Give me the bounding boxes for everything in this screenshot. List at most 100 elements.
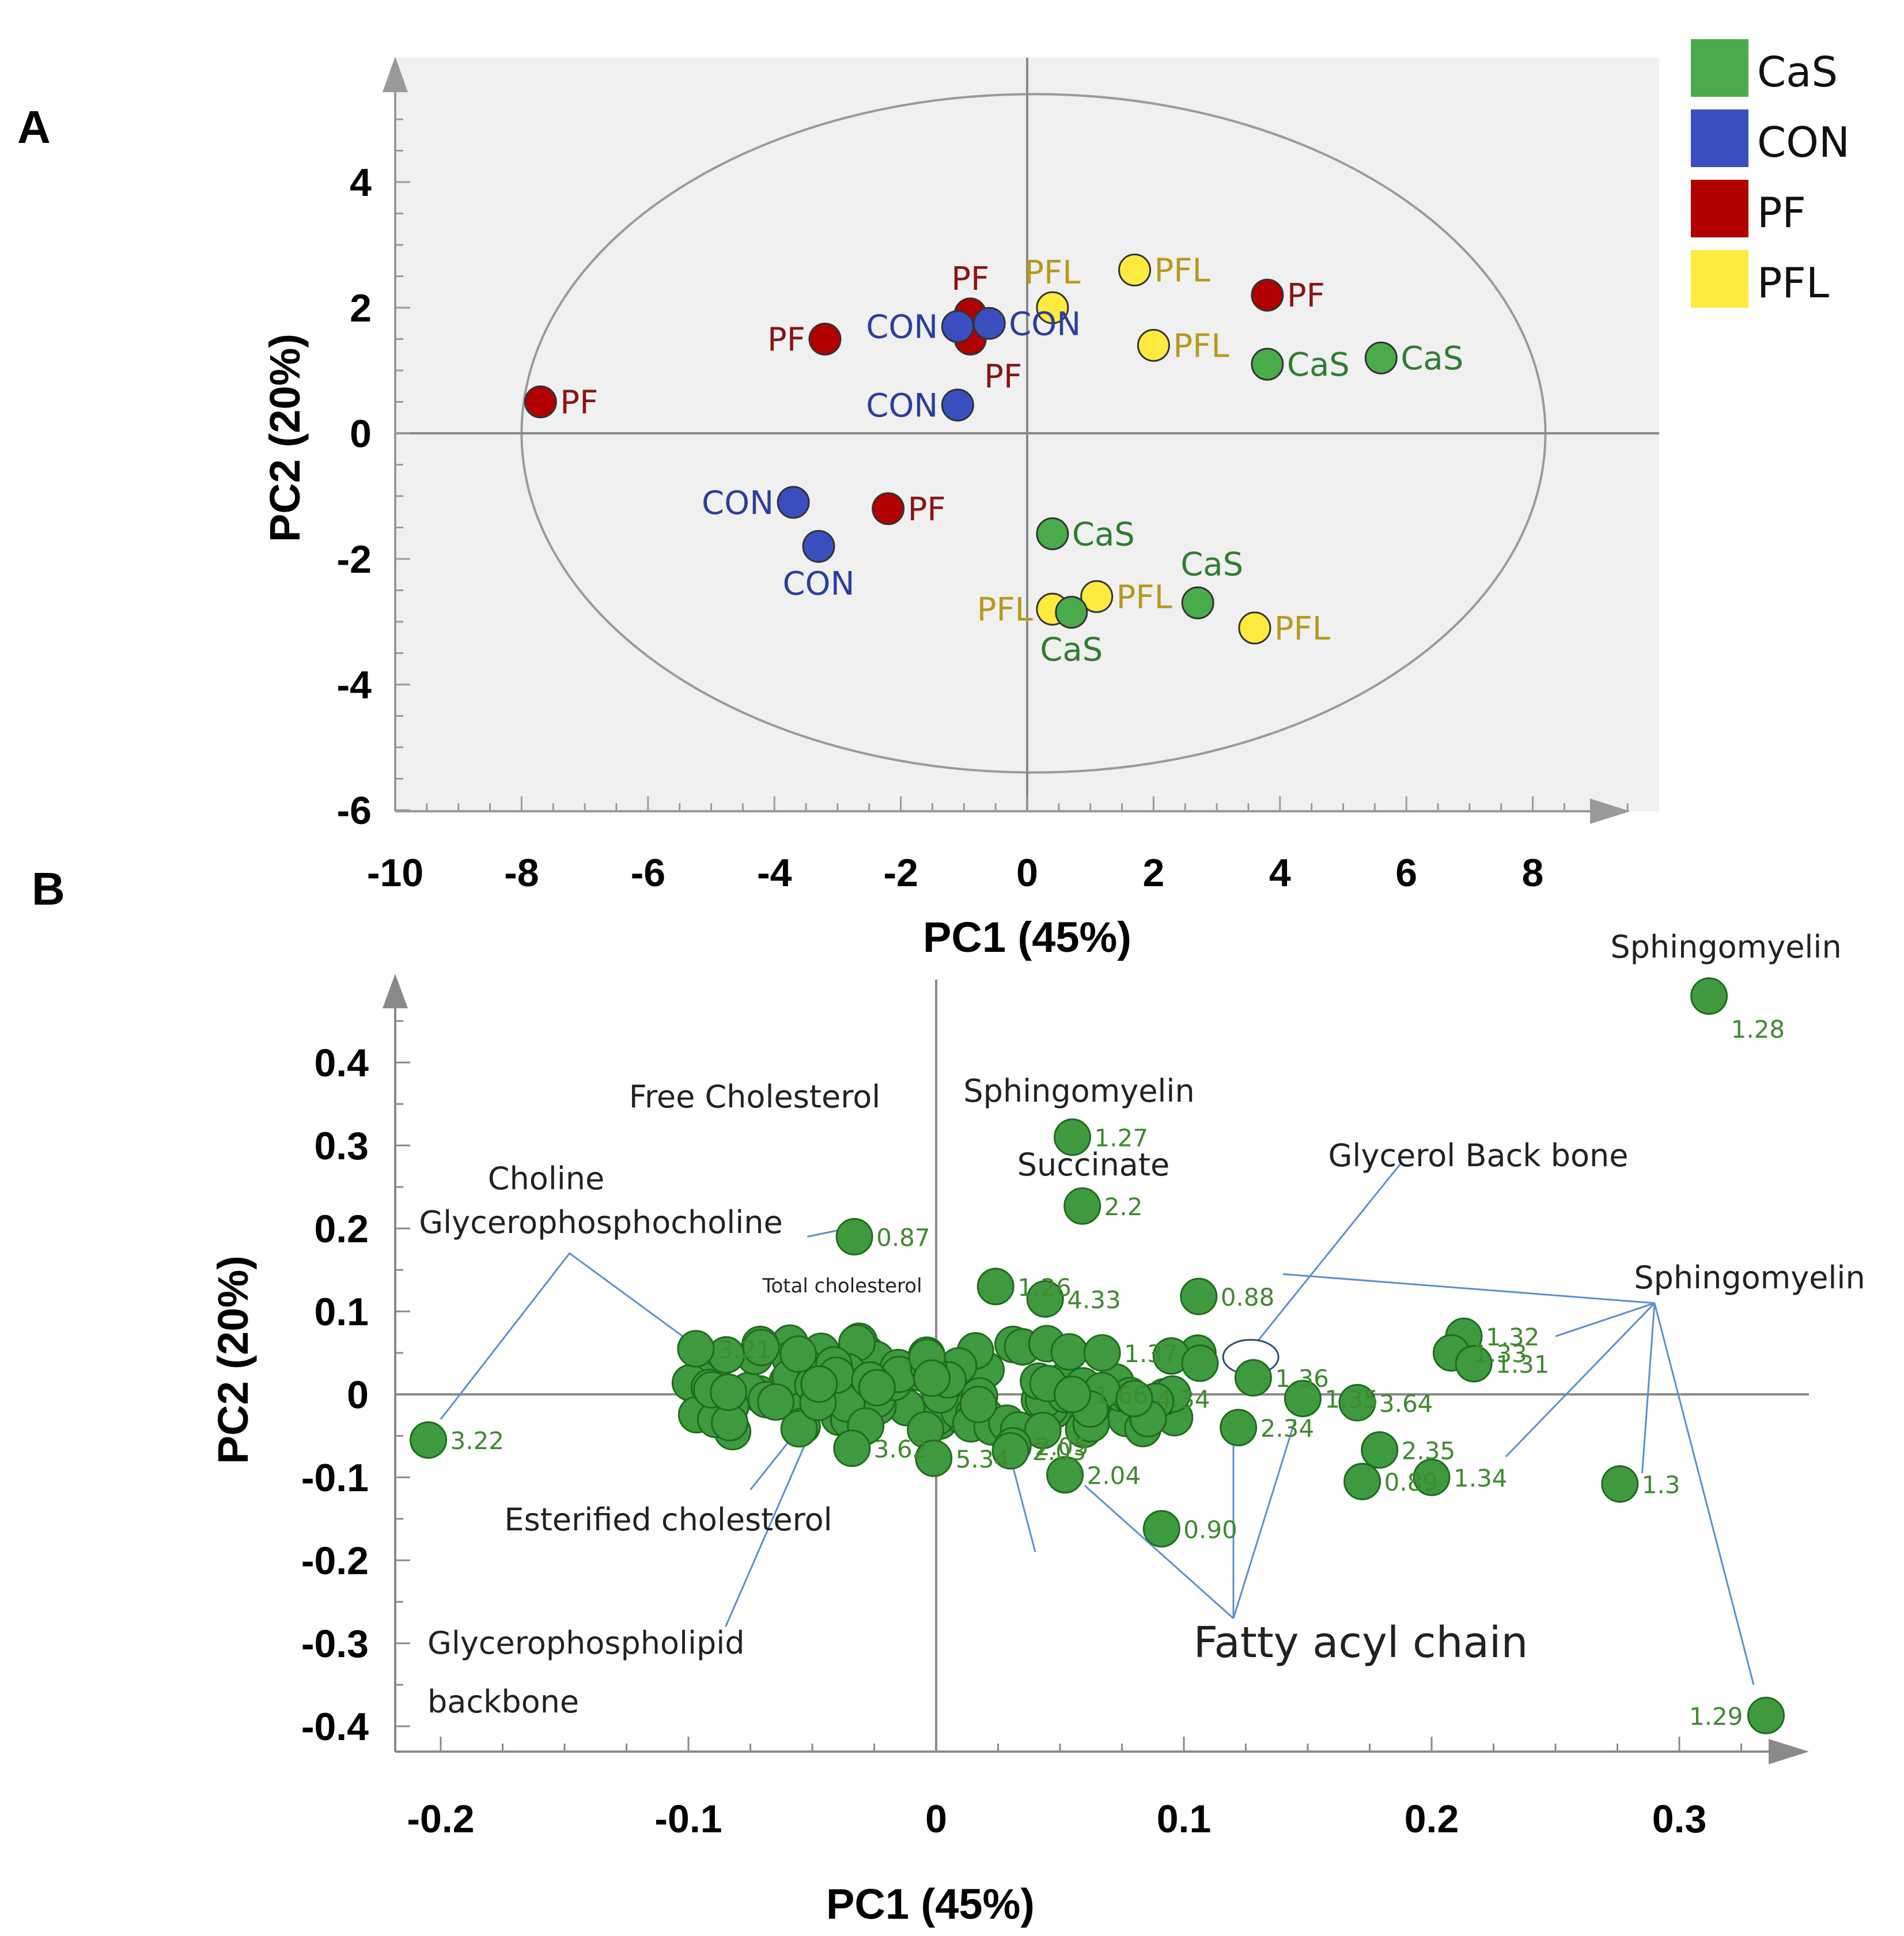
loading-label: 2.35 xyxy=(1402,1436,1456,1465)
loading-point xyxy=(1181,1344,1219,1382)
point-con xyxy=(972,307,1006,340)
annotation-leader-line xyxy=(725,1427,813,1627)
loading-point xyxy=(913,1359,951,1397)
annotation-free-cholesterol: Free Cholesterol xyxy=(629,1079,881,1115)
panel-a-y-arrow xyxy=(383,56,408,92)
loading-label: 1.3 xyxy=(1642,1471,1680,1499)
panel-a-x-tick-label: -2 xyxy=(883,851,918,895)
loading-label: 1.66 xyxy=(1095,1381,1149,1409)
legend: CaS CON PF PFL xyxy=(1691,39,1850,308)
panel-b-y-tick-label: 0.2 xyxy=(314,1207,369,1251)
point-label-cas: CaS xyxy=(1072,516,1135,553)
loading-label: 4.33 xyxy=(1067,1285,1121,1314)
legend-swatch-con xyxy=(1691,109,1748,167)
loading-point-labeled xyxy=(1338,1383,1376,1421)
panel-b-label: B xyxy=(32,863,65,914)
panel-b-y-tick-label: -0.4 xyxy=(301,1705,369,1749)
panel-b-y-tick-label: -0.2 xyxy=(301,1539,369,1583)
point-label-con: CON xyxy=(702,485,774,522)
loading-point-labeled xyxy=(1063,1187,1101,1225)
loading-point-labeled xyxy=(915,1439,953,1477)
annotation-leader-line xyxy=(1084,1485,1234,1619)
panel-a-x-tick-label: -10 xyxy=(367,851,423,895)
loading-point xyxy=(858,1368,896,1406)
point-pf xyxy=(808,323,842,356)
loading-label: 1.32 xyxy=(1486,1323,1540,1351)
panel-b-x-tick-label: 0.3 xyxy=(1652,1797,1707,1841)
panel-a-y-tick-label: -6 xyxy=(337,789,372,833)
panel-b-plot: -0.2 -0.1 0 0.1 0.2 0.3 0.4 0.3 0.2 0.1 0 -0.1 -0.2 -… xyxy=(301,974,1809,1841)
annotation-leader-line xyxy=(1641,1303,1656,1473)
point-label-cas: CaS xyxy=(1287,346,1350,384)
loading-point-labeled xyxy=(1026,1280,1064,1318)
annotation-glycerophospholipid: Glycerophospholipid xyxy=(427,1625,745,1661)
annotation-glycerophosphocholine: Glycerophosphocholine xyxy=(419,1204,782,1241)
annotation-glycerol-backbone: Glycerol Back bone xyxy=(1328,1137,1629,1174)
point-label-con: CON xyxy=(1009,305,1081,343)
loading-point-labeled xyxy=(1455,1345,1493,1383)
loading-label: 2.03 xyxy=(1032,1438,1087,1466)
loading-point xyxy=(1024,1412,1062,1450)
loading-label: 2.2 xyxy=(1104,1193,1143,1221)
loading-point-labeled xyxy=(1115,1379,1153,1417)
point-label-pfl: PFL xyxy=(1024,254,1080,292)
legend-label-cas: CaS xyxy=(1757,48,1838,96)
loading-label: 1.28 xyxy=(1731,1015,1785,1043)
loading-point-labeled xyxy=(1054,1375,1091,1413)
loading-label: 3.62 xyxy=(874,1435,928,1464)
panel-b-y-arrow xyxy=(383,974,408,1008)
annotation-backbone: backbone xyxy=(427,1684,579,1720)
annotation-sphingomyelin-right: Sphingomyelin xyxy=(1634,1260,1865,1296)
point-label-cas: CaS xyxy=(1040,632,1103,669)
loading-point-labeled xyxy=(410,1421,447,1459)
annotation-succinate: Succinate xyxy=(1017,1147,1170,1183)
point-label-con: CON xyxy=(866,387,938,425)
panel-b-x-tick-label: 0.2 xyxy=(1405,1797,1459,1841)
loading-point-labeled xyxy=(677,1330,715,1368)
point-cas xyxy=(1036,517,1069,550)
loading-label: 1.29 xyxy=(1689,1702,1743,1730)
point-label-con: CON xyxy=(782,565,854,603)
point-label-cas: CaS xyxy=(1400,340,1463,377)
point-label-pf: PF xyxy=(1287,277,1325,315)
loading-label: 0.87 xyxy=(876,1223,930,1251)
loading-label: 1.37 xyxy=(1124,1340,1178,1368)
annotation-leader-line xyxy=(1505,1302,1656,1458)
point-cas xyxy=(1364,341,1398,375)
panel-a-x-arrow xyxy=(1590,799,1630,824)
legend-label-pf: PF xyxy=(1757,188,1806,237)
loading-point-labeled xyxy=(1220,1409,1258,1447)
loading-point-labeled xyxy=(1083,1334,1121,1372)
point-con xyxy=(941,310,974,343)
panel-a-x-axis-title: PC1 (45%) xyxy=(923,913,1131,961)
annotation-leader-line xyxy=(1653,1303,1755,1685)
legend-swatch-pf xyxy=(1691,180,1748,237)
panel-b-x-tick-label: 0 xyxy=(925,1797,947,1841)
annotation-choline: Choline xyxy=(488,1160,604,1197)
panel-b-y-tick-label: 0.3 xyxy=(314,1124,369,1168)
panel-a-y-tick-label: 0 xyxy=(350,412,372,456)
loading-point-labeled xyxy=(1601,1465,1639,1503)
legend-label-pfl: PFL xyxy=(1757,259,1829,307)
loading-label: 0.88 xyxy=(1221,1283,1275,1311)
point-con xyxy=(941,388,974,422)
annotation-leader-line xyxy=(440,1252,689,1420)
loading-label: 0.90 xyxy=(1183,1515,1237,1544)
panel-b-x-axis-title: PC1 (45%) xyxy=(826,1880,1035,1928)
loading-point-labeled xyxy=(833,1430,871,1468)
loading-label: 1.31 xyxy=(1496,1351,1550,1379)
annotations: Sphingomyelin Free Cholesterol Sphingomy… xyxy=(419,929,1865,1720)
loading-label: 3.21 xyxy=(718,1336,772,1364)
point-label-pf: PF xyxy=(560,384,598,422)
panel-b-x-arrow xyxy=(1769,1739,1809,1764)
loading-point-labeled xyxy=(1046,1456,1084,1494)
loading-point xyxy=(709,1373,747,1411)
loading-label: 1.34 xyxy=(1453,1464,1508,1492)
panel-a-x-tick-label: 0 xyxy=(1016,851,1038,895)
point-pfl xyxy=(1137,328,1170,362)
point-label-pf: PF xyxy=(908,491,946,528)
panel-a-y-tick-label: -2 xyxy=(337,538,372,581)
loading-point xyxy=(800,1365,838,1403)
panel-a-label: A xyxy=(17,101,51,153)
